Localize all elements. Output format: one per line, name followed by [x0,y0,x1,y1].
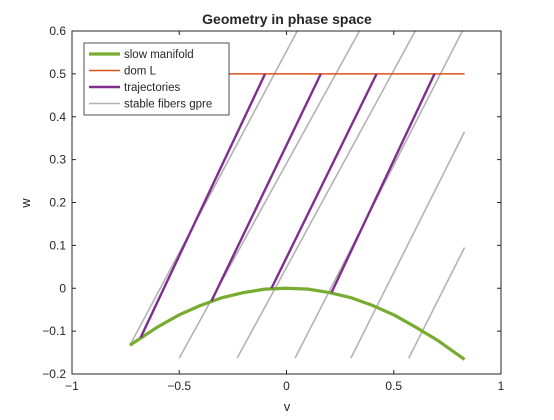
series-line-segment-4 [350,131,466,359]
series-line-segment-0 [129,30,298,346]
series-layer [129,30,466,361]
y-tick-label: 0.4 [49,110,66,124]
series-line [129,286,466,361]
legend: slow manifold dom L trajectories stable fib… [83,42,230,116]
y-tick-label: 0.6 [49,24,66,38]
y-tick-label: −0.1 [42,324,66,338]
legend-item: dom L [89,66,157,78]
legend-label: dom L [124,66,157,78]
series-line-segment-2 [270,73,378,289]
ticks-layer: −1 −0.5 0 0.5 1 −0.2 −0.1 0 0.1 0.2 0.3 0.4 0.5 0.6 [42,24,504,393]
legend-item: slow manifold [89,49,194,61]
x-tick-label: −0.5 [167,379,191,393]
x-axis-label: v [284,399,291,414]
y-tick-label: 0.1 [49,238,66,252]
series-line-segment-2 [236,30,416,359]
legend-item: stable fibers gpre [89,99,212,111]
legend-item: trajectories [89,82,180,94]
series-line-segment-1 [210,73,322,302]
y-tick-label: 0 [59,281,66,295]
series-trajectories [139,73,436,339]
y-tick-label: 0.3 [49,153,66,167]
legend-label: slow manifold [124,49,194,61]
plot-area: −1 −0.5 0 0.5 1 −0.2 −0.1 0 0.1 0.2 0.3 0.4 0.5 0.6 [42,24,504,393]
y-tick-label: 0.2 [49,196,66,210]
y-axis-label: w [18,198,33,209]
series-line-segment-3 [330,73,436,294]
x-tick-label: 0.5 [385,379,402,393]
series-line-segment-0 [139,73,267,339]
x-tick-label: 1 [498,379,505,393]
legend-label: stable fibers gpre [124,99,212,111]
series-line-segment-5 [408,247,466,359]
series-slow-manifold [129,286,466,361]
x-tick-label: −1 [65,379,79,393]
legend-label: trajectories [124,82,180,94]
y-tick-label: 0.5 [49,67,66,81]
x-tick-label: 0 [283,379,290,393]
chart-title: Geometry in phase space [202,11,372,27]
y-tick-label: −0.2 [42,367,66,381]
